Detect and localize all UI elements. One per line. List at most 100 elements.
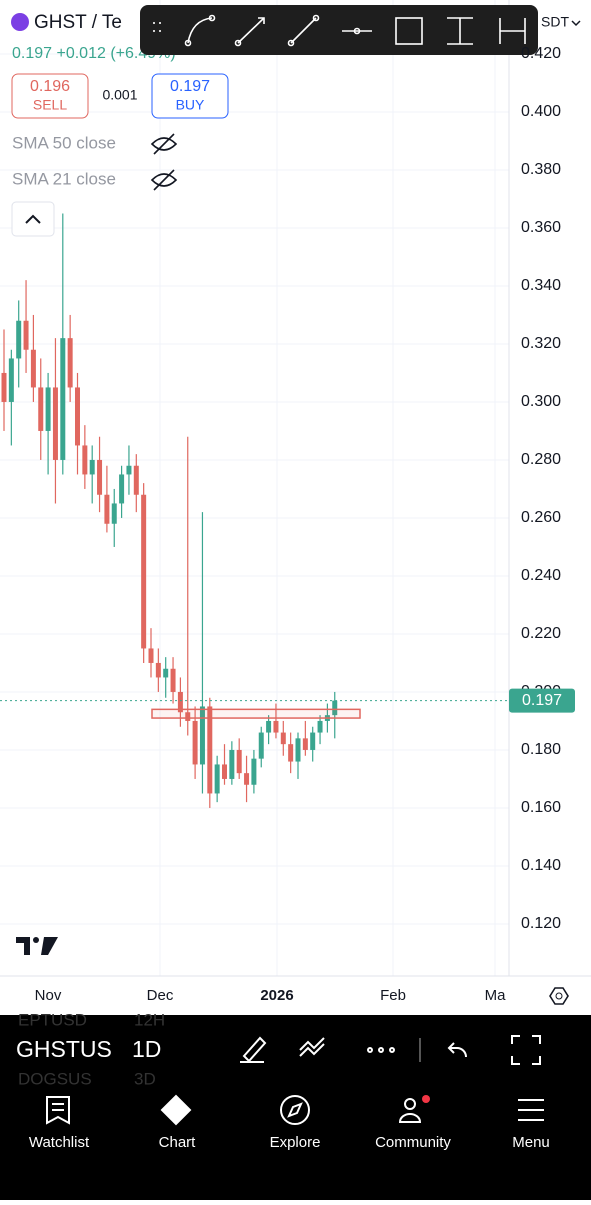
candle-body xyxy=(75,387,80,446)
sell-button[interactable]: 0.196 SELL xyxy=(11,73,89,119)
notification-dot xyxy=(422,1095,430,1103)
candle-body xyxy=(310,732,316,750)
price-change: 0.197 +0.012 (+6.49%) xyxy=(12,45,176,62)
y-tick-label: 0.120 xyxy=(521,915,561,932)
drawing-toolbar[interactable] xyxy=(140,5,538,55)
tab-icons xyxy=(46,1094,544,1126)
candle-body xyxy=(67,338,73,388)
candle-body xyxy=(45,387,51,431)
candle-body xyxy=(170,668,176,692)
candle-body xyxy=(119,474,125,504)
candle-body xyxy=(111,503,117,524)
x-tick-label: 2026 xyxy=(260,987,293,1004)
indicator-label: SMA 50 close xyxy=(12,133,116,152)
y-tick-label: 0.220 xyxy=(521,625,561,642)
collapse-box xyxy=(11,201,55,237)
candle-body xyxy=(273,720,279,733)
candle-body xyxy=(104,494,110,524)
zone-rectangle xyxy=(151,708,361,719)
buy-box xyxy=(151,73,229,119)
ghost-interval: 3D xyxy=(134,1069,156,1088)
plot xyxy=(0,213,509,808)
candle-body xyxy=(60,338,66,460)
candle-body xyxy=(155,662,161,678)
candle-body xyxy=(236,749,242,774)
tv-logo xyxy=(16,937,58,955)
candle-body xyxy=(266,720,272,733)
tab-label[interactable]: Community xyxy=(375,1134,451,1151)
candle-body xyxy=(288,744,294,762)
dropdown-icon xyxy=(571,20,581,27)
quote-currency: SDT xyxy=(541,14,569,30)
y-tick-label: 0.160 xyxy=(521,799,561,816)
candle-body xyxy=(23,320,29,350)
candle-body xyxy=(133,465,139,495)
buy-label: BUY xyxy=(176,97,205,113)
candle-body xyxy=(192,720,198,765)
candle-body xyxy=(97,459,103,495)
y-tick-label: 0.280 xyxy=(521,451,561,468)
candle-body xyxy=(89,459,95,475)
candle-body xyxy=(280,732,286,745)
candle-body xyxy=(8,358,14,402)
candle-body xyxy=(16,320,22,359)
candle-body xyxy=(141,494,147,649)
y-tick-label: 0.380 xyxy=(521,161,561,178)
candle-body xyxy=(207,706,213,794)
x-tick-label: Feb xyxy=(380,987,406,1004)
toolbar-bg xyxy=(140,5,538,55)
symbol-bar-icons[interactable] xyxy=(240,1035,541,1065)
coin-icon xyxy=(11,13,29,31)
collapse-button[interactable] xyxy=(11,201,55,237)
candle-body xyxy=(295,738,301,762)
sell-label: SELL xyxy=(33,97,67,113)
indicator-label: SMA 21 close xyxy=(12,169,116,188)
y-tick-label: 0.240 xyxy=(521,567,561,584)
last-price-box xyxy=(509,688,575,713)
candle-body xyxy=(229,749,235,779)
interval[interactable]: 1D xyxy=(132,1036,161,1062)
last-price-label: 0.197 xyxy=(522,692,562,709)
y-tick-label: 0.420 xyxy=(521,45,561,62)
tab-label[interactable]: Explore xyxy=(270,1134,321,1151)
tab-label[interactable]: Chart xyxy=(159,1134,197,1151)
y-tick-label: 0.400 xyxy=(521,103,561,120)
candle-body xyxy=(251,758,257,785)
x-tick-label: Dec xyxy=(147,987,174,1004)
candle-body xyxy=(244,773,250,785)
gear xyxy=(549,987,569,1005)
settings-icon[interactable] xyxy=(549,987,569,1005)
candle-body xyxy=(214,764,220,794)
candle-body xyxy=(332,700,338,716)
candle-body xyxy=(163,668,169,678)
candle-body xyxy=(38,387,44,431)
y-tick-label: 0.340 xyxy=(521,277,561,294)
symbol-bar xyxy=(0,1015,591,1088)
symbol-title: GHST / Te xyxy=(34,12,122,33)
buy-button[interactable]: 0.197 BUY xyxy=(151,73,229,119)
y-tick-label: 0.360 xyxy=(521,219,561,236)
ghost-interval: 12H xyxy=(134,1010,165,1029)
candle-body xyxy=(302,738,308,750)
y-tick-label: 0.140 xyxy=(521,857,561,874)
hide-icons[interactable] xyxy=(150,133,178,191)
x-tick-label: Nov xyxy=(35,987,62,1004)
sell-box xyxy=(11,73,89,119)
candle-body xyxy=(52,387,58,460)
candle-body xyxy=(82,445,88,475)
tab-label[interactable]: Watchlist xyxy=(29,1134,90,1151)
candle-body xyxy=(30,349,36,388)
candle-body xyxy=(177,691,183,713)
candle-body xyxy=(148,648,154,663)
spread: 0.001 xyxy=(102,87,137,103)
gear-center xyxy=(555,992,563,1000)
tab-label[interactable]: Menu xyxy=(512,1134,550,1151)
candle-body xyxy=(1,372,7,402)
candle-body xyxy=(222,764,227,779)
candle-body xyxy=(317,720,323,733)
sell-price: 0.196 xyxy=(30,78,70,95)
symbol[interactable]: GHSTUS xyxy=(16,1036,112,1062)
candle-body xyxy=(126,465,132,475)
